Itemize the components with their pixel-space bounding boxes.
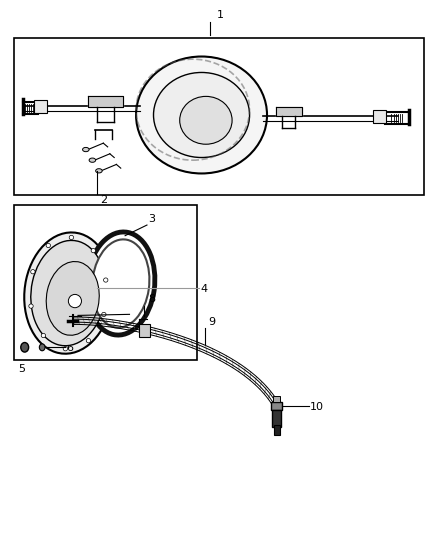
Bar — [271, 401, 283, 410]
Ellipse shape — [29, 304, 33, 308]
Bar — [34, 100, 46, 113]
Ellipse shape — [69, 235, 74, 239]
Ellipse shape — [103, 278, 108, 282]
Ellipse shape — [24, 232, 113, 354]
Ellipse shape — [31, 270, 35, 274]
Ellipse shape — [87, 232, 155, 335]
Text: 9: 9 — [208, 317, 215, 327]
Text: 8: 8 — [148, 294, 155, 304]
Ellipse shape — [136, 56, 267, 173]
Text: 1: 1 — [217, 10, 224, 20]
Ellipse shape — [21, 343, 28, 352]
Ellipse shape — [95, 168, 102, 173]
Ellipse shape — [91, 248, 95, 253]
Text: 3: 3 — [148, 214, 155, 224]
Bar — [14, 205, 197, 360]
Ellipse shape — [39, 344, 45, 351]
Ellipse shape — [46, 244, 50, 248]
Bar — [273, 396, 280, 401]
Ellipse shape — [180, 96, 232, 144]
Ellipse shape — [68, 294, 81, 308]
Ellipse shape — [82, 148, 89, 152]
Bar — [274, 425, 280, 435]
Bar — [139, 324, 150, 337]
Text: 6: 6 — [66, 343, 73, 353]
Text: 10: 10 — [310, 402, 324, 412]
Ellipse shape — [46, 262, 99, 335]
Ellipse shape — [41, 334, 46, 337]
Ellipse shape — [31, 240, 106, 346]
Ellipse shape — [89, 158, 95, 163]
Ellipse shape — [102, 312, 106, 317]
Ellipse shape — [86, 338, 91, 343]
Bar — [272, 409, 281, 427]
Text: 2: 2 — [100, 195, 107, 205]
Ellipse shape — [63, 346, 67, 351]
Polygon shape — [88, 96, 123, 107]
Ellipse shape — [153, 72, 250, 158]
Polygon shape — [276, 107, 302, 116]
Text: 5: 5 — [18, 364, 25, 374]
Bar — [373, 110, 386, 123]
Ellipse shape — [92, 239, 149, 328]
Bar — [14, 38, 424, 195]
Text: 7: 7 — [131, 303, 138, 313]
Text: 4: 4 — [200, 284, 207, 294]
